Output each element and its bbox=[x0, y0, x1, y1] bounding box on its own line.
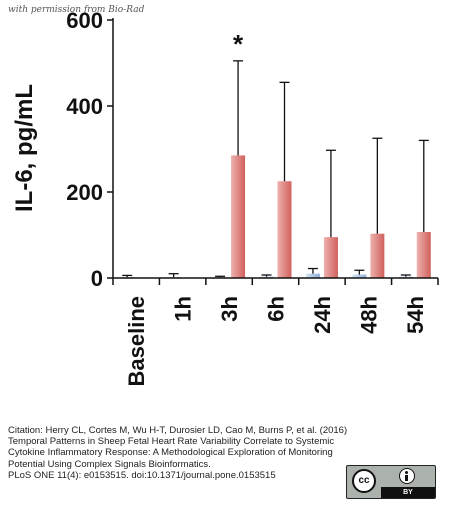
x-tick-label: 54h bbox=[403, 296, 428, 334]
cc-icon: cc bbox=[352, 469, 376, 493]
bar bbox=[352, 274, 367, 278]
citation-line-authors: Citation: Herry CL, Cortes M, Wu H-T, Du… bbox=[8, 425, 348, 436]
y-tick-label: 200 bbox=[66, 180, 103, 205]
bar bbox=[416, 231, 431, 278]
x-tick-label: 24h bbox=[310, 296, 335, 334]
x-tick-label: 1h bbox=[171, 296, 196, 322]
il6-bar-chart: 0 200 400 600 * Baseline 1h 3h 6h 24h 48h 54h IL-… bbox=[11, 8, 439, 387]
bar bbox=[370, 233, 385, 278]
bar bbox=[231, 155, 246, 278]
attribution-person-icon bbox=[399, 468, 415, 484]
cc-by-license-badge[interactable]: cc BY bbox=[346, 465, 436, 499]
x-axis: Baseline 1h 3h 6h 24h 48h 54h bbox=[112, 277, 439, 387]
citation-block: Citation: Herry CL, Cortes M, Wu H-T, Du… bbox=[8, 425, 348, 481]
y-axis: 0 200 400 600 bbox=[66, 8, 114, 291]
bar bbox=[323, 237, 338, 278]
x-tick-label: 6h bbox=[264, 296, 289, 322]
by-label: BY bbox=[381, 487, 435, 498]
x-tick-label: 3h bbox=[217, 296, 242, 322]
citation-line-title: Temporal Patterns in Sheep Fetal Heart R… bbox=[8, 436, 335, 470]
bars: * bbox=[120, 29, 431, 278]
y-tick-label: 600 bbox=[66, 8, 103, 33]
citation-line-journal: PLoS ONE 11(4): e0153515. doi:10.1371/jo… bbox=[8, 469, 276, 481]
x-tick-label: 48h bbox=[356, 296, 381, 334]
x-tick-label: Baseline bbox=[124, 296, 149, 387]
y-tick-label: 0 bbox=[91, 266, 103, 291]
y-tick-label: 400 bbox=[66, 94, 103, 119]
bar bbox=[305, 273, 320, 278]
significance-annotation: * bbox=[233, 29, 244, 59]
bar bbox=[277, 181, 292, 278]
watermark-text: with permission from Bio-Rad bbox=[8, 5, 145, 15]
y-axis-label: IL-6, pg/mL bbox=[11, 84, 38, 212]
